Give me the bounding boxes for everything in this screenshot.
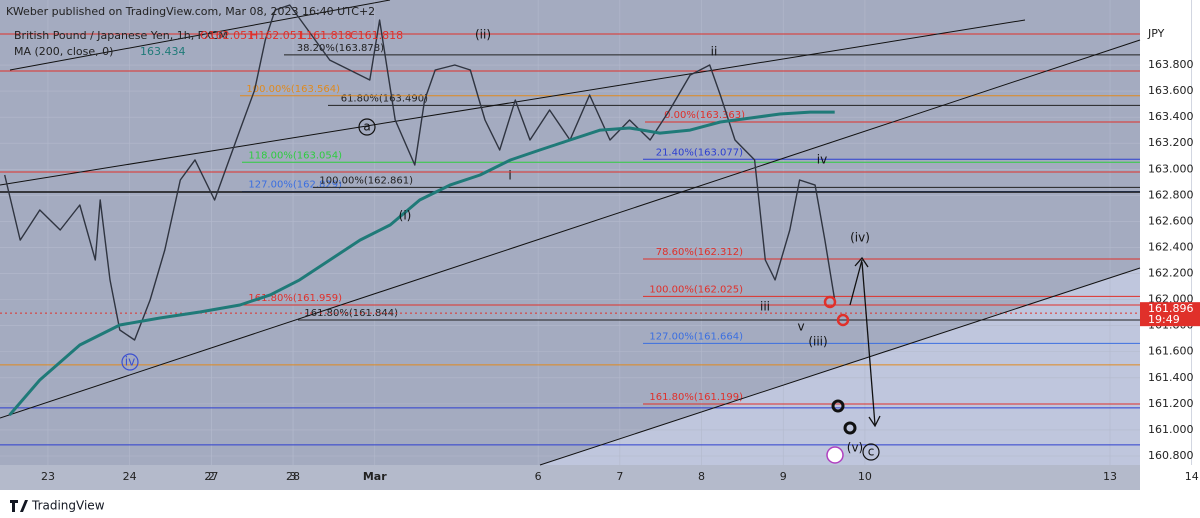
x-tick-label: 14 <box>1185 470 1199 483</box>
arrow-head <box>868 415 881 428</box>
levels: 38.20%(163.878)61.80%(163.490)100.00%(16… <box>0 0 1193 465</box>
x-tick-label: 27 <box>204 470 218 483</box>
y-tick-label: 163.400 <box>1148 110 1194 123</box>
ma-name: MA (200, close, 0) <box>14 45 113 58</box>
event-icon[interactable] <box>826 446 844 464</box>
wave-label: ii <box>711 45 718 59</box>
wave-label: v <box>797 320 804 334</box>
x-tick-label: 2 <box>208 470 215 483</box>
y-tick-label: 163.600 <box>1148 84 1194 97</box>
arrow <box>861 261 876 426</box>
trend-line <box>0 19 1026 186</box>
wave-label: iii <box>760 300 770 314</box>
y-tick-label: 161.200 <box>1148 397 1194 410</box>
series <box>4 4 836 416</box>
footer <box>0 490 1200 518</box>
symbol: British Pound / Japanese Yen, 1h, FXCM <box>14 29 228 42</box>
fib-label: 118.00%(163.054) <box>248 150 342 161</box>
y-tick-label: 160.800 <box>1148 449 1194 462</box>
wave-circle <box>121 353 139 371</box>
fib-label: 127.00%(161.664) <box>649 331 743 342</box>
fib-label: 61.80%(163.490) <box>341 93 428 104</box>
last-price-badge <box>1140 302 1200 327</box>
axes: 163.800 163.600 163.400 163.200 163.000 162.8… <box>41 58 1200 483</box>
ohlc-close: C161.818 <box>350 29 403 42</box>
logo <box>10 500 28 512</box>
x-tick-label: 7 <box>616 470 623 483</box>
trend-line <box>0 39 1141 419</box>
fib-label: 21.40%(163.077) <box>656 147 743 158</box>
wave-label: (iii) <box>808 335 827 349</box>
fib-label: 100.00%(162.025) <box>649 284 743 295</box>
x-tick-label: 3 <box>290 470 297 483</box>
x-tick-label: 28 <box>286 470 300 483</box>
fib-label: 0.00%(163.363) <box>664 110 745 121</box>
trend-line <box>9 0 391 71</box>
fib-label: 100.00%(162.861) <box>319 175 413 186</box>
countdown: 19:49 <box>1148 313 1180 326</box>
fib-label: 161.80%(161.959) <box>248 293 342 304</box>
wave-label: c <box>868 445 875 459</box>
y-tick-label: 162.200 <box>1148 267 1194 280</box>
series-line <box>8 110 835 416</box>
price-axis-background <box>1140 0 1200 490</box>
y-tick-label: 161.600 <box>1148 345 1194 358</box>
y-tick-label: 163.000 <box>1148 162 1194 175</box>
y-tick-label: 163.200 <box>1148 136 1194 149</box>
arrow-head <box>854 256 869 268</box>
projection <box>823 256 881 464</box>
target-circle <box>831 399 845 413</box>
x-tick-label: 9 <box>780 470 787 483</box>
currency: JPY <box>1147 27 1165 40</box>
y-tick-label: 162.800 <box>1148 188 1194 201</box>
x-tick-label: 24 <box>123 470 137 483</box>
wave-label: (ii) <box>475 28 491 42</box>
y-tick-label: 161.400 <box>1148 371 1194 384</box>
y-tick-label: 162.400 <box>1148 240 1194 253</box>
time-axis-background <box>0 465 1140 490</box>
ohlc-low: L161.818 <box>300 29 352 42</box>
wave-label: (i) <box>399 209 412 223</box>
brand: TradingView <box>31 499 105 513</box>
wave-label: (iv) <box>850 231 870 245</box>
wave-label: a <box>363 120 370 134</box>
wave-label: i <box>508 169 511 183</box>
target-circle <box>843 421 857 435</box>
wave-circle <box>358 118 376 136</box>
x-tick-label: Mar <box>363 470 387 483</box>
target-circle <box>823 295 837 309</box>
y-tick-label: 161.000 <box>1148 423 1194 436</box>
target-circle <box>836 313 850 327</box>
publisher: KWeber published on TradingView.com, Mar… <box>6 5 375 18</box>
wave-label: iv <box>125 355 135 369</box>
ohlc-high: H162.051 <box>250 29 304 42</box>
trend-line <box>539 267 1141 466</box>
arrow <box>849 259 863 306</box>
fib-label: 78.60%(162.312) <box>656 247 743 258</box>
series-line <box>4 4 836 341</box>
x-tick-label: 13 <box>1103 470 1117 483</box>
wave-circle <box>862 443 880 461</box>
ohlc-open: O162.051 <box>200 29 254 42</box>
x-tick-label: 23 <box>41 470 55 483</box>
last-price: 161.896 <box>1148 302 1194 315</box>
y-tick-label: 163.800 <box>1148 58 1194 71</box>
x-tick-label: 6 <box>535 470 542 483</box>
x-tick-label: 8 <box>698 470 705 483</box>
fib-label: 100.00%(163.564) <box>246 84 340 95</box>
y-tick-label: 162.600 <box>1148 214 1194 227</box>
ma-value: 163.434 <box>140 45 186 58</box>
fib-label: 38.20%(163.878) <box>297 43 384 54</box>
wave-label: iv <box>817 153 827 167</box>
wave-label: (v) <box>847 441 863 455</box>
fib-label: 127.00%(162.829) <box>248 180 342 191</box>
x-tick-label: 10 <box>858 470 872 483</box>
fib-label: 161.80%(161.199) <box>649 392 743 403</box>
